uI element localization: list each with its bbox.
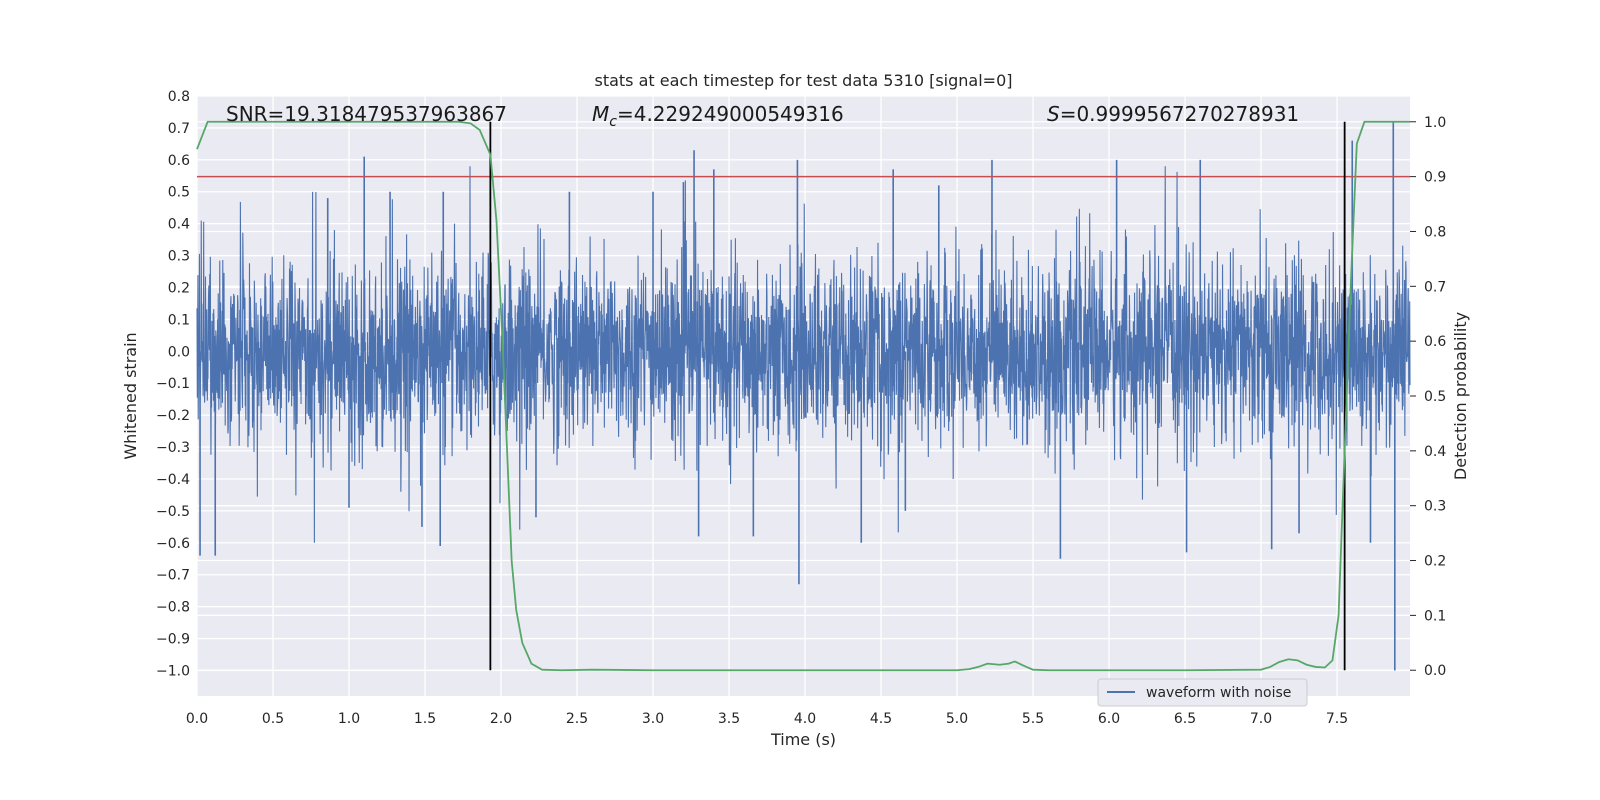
legend-box	[1097, 678, 1308, 707]
waveform-line	[196, 166, 1411, 543]
y-axis-label: Whitened strain	[121, 332, 140, 459]
x-tick-label: 2.0	[490, 711, 512, 727]
x-tick-label: 0.5	[262, 711, 284, 727]
x-tick-label: 3.5	[718, 711, 740, 727]
overlays	[196, 120, 1410, 672]
x-tick-label: 1.5	[414, 711, 436, 727]
x-tick-label: 0.0	[186, 711, 208, 727]
y2-tick-label: 0.9	[1424, 170, 1446, 186]
y-tick-label: −0.9	[156, 632, 190, 648]
y-tick-label: −0.6	[156, 536, 190, 552]
y2-tick-label: 0.5	[1424, 389, 1446, 405]
x-tick-label: 6.0	[1098, 711, 1120, 727]
y-tick-label: −0.5	[156, 504, 190, 520]
mc-subscript: c	[609, 114, 617, 130]
y-tick-label: 0.5	[168, 185, 190, 201]
x-tick-label: 5.0	[946, 711, 968, 727]
y2-tick-label: 0.0	[1424, 663, 1446, 679]
y-tick-label: 0.8	[168, 89, 190, 105]
x-tick-label: 6.5	[1174, 711, 1196, 727]
y-tick-label: −0.4	[156, 472, 190, 488]
score-annotation: S=0.9999567270278931	[1047, 102, 1299, 126]
y-tick-label: −1.0	[156, 663, 190, 679]
mc-symbol: M	[592, 102, 609, 126]
chirp-mass-annotation: Mc=4.229249000549316	[592, 102, 844, 130]
y-tick-label: −0.7	[156, 568, 190, 584]
y2-tick-label: 0.7	[1424, 279, 1446, 295]
y2-tick-label: 0.4	[1424, 444, 1446, 460]
x-tick-label: 4.0	[794, 711, 816, 727]
y-tick-label: −0.2	[156, 408, 190, 424]
y-tick-label: 0.3	[168, 249, 190, 265]
y2-tick-label: 0.6	[1424, 334, 1446, 350]
x-tick-label: 3.0	[642, 711, 664, 727]
chart-title: stats at each timestep for test data 531…	[594, 71, 1012, 90]
x-tick-label: 5.5	[1022, 711, 1044, 727]
detection-probability-line	[196, 120, 1410, 672]
y2-axis-label: Detection probability	[1451, 312, 1470, 480]
y-axis-ticks: 0.8 0.7 0.6 0.5 0.4 0.3 0.2 0.1 0.0 −0.1 −0.2 −0.3 −…	[156, 89, 190, 679]
snr-annotation: SNR=19.318479537963867	[226, 102, 507, 126]
s-value: =0.9999567270278931	[1060, 102, 1299, 126]
y2-tick-label: 0.2	[1424, 554, 1446, 570]
x-tick-label: 4.5	[870, 711, 892, 727]
y2-tick-label: 1.0	[1424, 115, 1446, 131]
legend-label-waveform: waveform with noise	[1146, 685, 1291, 701]
y-tick-label: 0.4	[168, 217, 190, 233]
y2-tick-label: 0.8	[1424, 224, 1446, 240]
waveform-series	[196, 121, 1411, 671]
y-tick-label: 0.1	[168, 312, 190, 328]
x-tick-label: 1.0	[338, 711, 360, 727]
y-tick-label: 0.6	[168, 153, 190, 169]
x-axis-label: Time (s)	[770, 730, 836, 749]
mc-value: =4.229249000549316	[617, 102, 844, 126]
y2-axis-ticks: 1.0 0.9 0.8 0.7 0.6 0.5 0.4 0.3 0.2 0.1 0.0	[1410, 115, 1446, 679]
y2-tick-label: 0.3	[1424, 499, 1446, 515]
legend: waveform with noise	[1097, 678, 1308, 707]
y-tick-label: 0.7	[168, 121, 190, 137]
y-tick-label: −0.8	[156, 600, 190, 616]
x-tick-label: 7.5	[1326, 711, 1348, 727]
y-tick-label: 0.0	[168, 344, 190, 360]
y2-tick-label: 0.1	[1424, 608, 1446, 624]
x-tick-label: 2.5	[566, 711, 588, 727]
s-symbol: S	[1047, 102, 1060, 126]
x-tick-label: 7.0	[1250, 711, 1272, 727]
y-tick-label: −0.1	[156, 376, 190, 392]
y-tick-label: 0.2	[168, 280, 190, 296]
x-axis-ticks: 0.0 0.5 1.0 1.5 2.0 2.5 3.0 3.5 4.0 4.5 5.0 5.5 6.0 6…	[186, 711, 1348, 727]
y-tick-label: −0.3	[156, 440, 190, 456]
